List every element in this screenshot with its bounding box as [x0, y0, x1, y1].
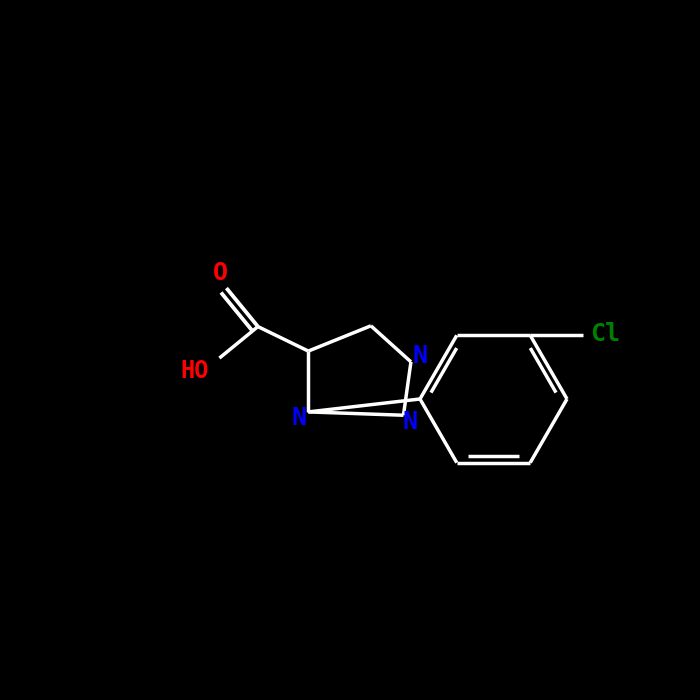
- Text: Cl: Cl: [590, 322, 620, 346]
- Text: O: O: [214, 260, 228, 285]
- Text: N: N: [412, 344, 428, 368]
- Text: N: N: [403, 410, 418, 434]
- Text: HO: HO: [181, 358, 209, 383]
- Text: N: N: [292, 405, 307, 430]
